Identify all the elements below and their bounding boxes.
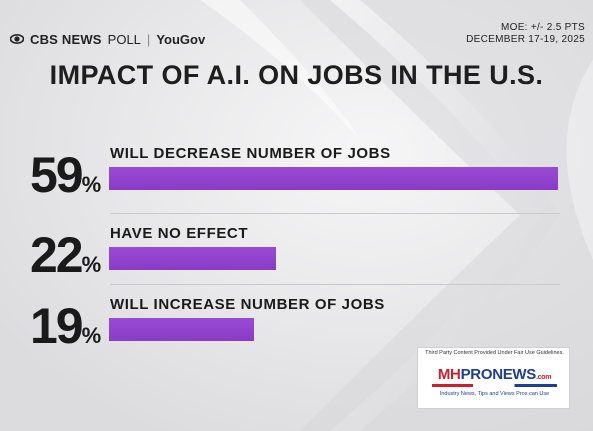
logo-com: .com <box>536 374 552 381</box>
category-label: HAVE NO EFFECT <box>110 225 249 242</box>
logo-mh: MH <box>437 366 461 383</box>
header-branding: CBS NEWS POLL | YouGov <box>10 30 205 48</box>
chart-row: 19% WILL INCREASE NUMBER OF JOBS <box>0 296 593 356</box>
chart-title: IMPACT OF A.I. ON JOBS IN THE U.S. <box>49 60 544 90</box>
category-label: WILL INCREASE NUMBER OF JOBS <box>110 296 385 313</box>
percent-sign: % <box>81 252 102 277</box>
logo-stripe <box>432 384 557 387</box>
logo-pronews: PRONEWS <box>460 366 537 383</box>
partner-name: YouGov <box>156 31 206 47</box>
poll-meta: MOE: +/- 2.5 PTS DECEMBER 17-19, 2025 <box>466 22 585 46</box>
cbs-eye-logo-icon <box>10 34 24 44</box>
value-label: 59% <box>30 145 101 205</box>
bar <box>109 167 558 190</box>
value-number: 22 <box>30 227 84 283</box>
brand-name: CBS NEWS <box>30 31 102 47</box>
margin-of-error: MOE: +/- 2.5 PTS <box>501 22 585 33</box>
fair-use-caption: Third Party Content Provided Under Fair … <box>425 350 564 356</box>
value-number: 59 <box>30 147 84 203</box>
poll-label: POLL <box>107 31 141 47</box>
chart-row: 59% WILL DECREASE NUMBER OF JOBS <box>0 145 593 205</box>
logo-tagline: Industry News, Tips and Views Pros can U… <box>439 391 550 397</box>
value-label: 22% <box>30 225 101 285</box>
bar <box>109 247 276 270</box>
percent-sign: % <box>81 172 102 197</box>
mhpronews-watermark: Third Party Content Provided Under Fair … <box>417 347 570 409</box>
poll-dates: DECEMBER 17-19, 2025 <box>466 34 585 45</box>
row-divider <box>110 284 560 285</box>
bar <box>109 318 254 341</box>
mhpronews-logo: MHPRONEWS.com <box>418 366 571 383</box>
chart-row: 22% HAVE NO EFFECT <box>0 225 593 285</box>
header-separator: | <box>146 31 151 47</box>
row-divider <box>110 213 560 214</box>
value-label: 19% <box>30 296 101 356</box>
value-number: 19 <box>30 298 84 354</box>
category-label: WILL DECREASE NUMBER OF JOBS <box>110 145 391 162</box>
percent-sign: % <box>81 323 102 348</box>
